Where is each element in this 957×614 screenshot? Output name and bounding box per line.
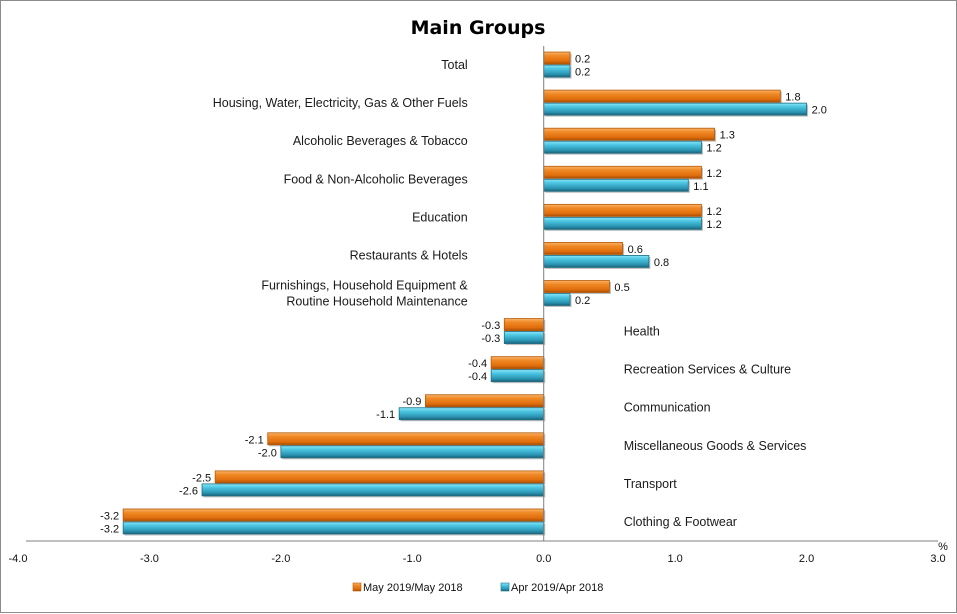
bar-may-2019: [122, 508, 545, 522]
data-label: -2.0: [258, 447, 277, 459]
data-labels: 0.20.21.82.01.31.21.21.11.21.20.60.80.50…: [100, 54, 827, 536]
bar-apr-2019: [543, 216, 702, 230]
data-label: 1.2: [706, 206, 721, 218]
legend: May 2019/May 2018 Apr 2019/Apr 2018: [352, 582, 603, 594]
x-tick-labels: -4.0 -3.0 -2.0 -1.0 0.0 1.0 2.0 3.0: [9, 553, 946, 565]
bar-apr-2019: [280, 445, 545, 459]
data-label: 1.1: [693, 181, 708, 193]
bar-apr-2019: [543, 102, 807, 116]
bar-may-2019: [267, 432, 545, 446]
x-tick-label: 2.0: [799, 553, 814, 565]
legend-label: Apr 2019/Apr 2018: [511, 582, 603, 594]
bar-apr-2019: [543, 178, 689, 192]
category-label: Restaurants & Hotels: [350, 248, 468, 262]
data-label: 1.3: [720, 130, 735, 142]
category-label: Transport: [624, 477, 678, 491]
bar-may-2019: [543, 203, 702, 217]
data-label: 1.2: [706, 143, 721, 155]
data-label: -0.4: [468, 371, 487, 383]
category-label: Total: [441, 58, 467, 72]
bar-apr-2019: [543, 255, 650, 268]
legend-label: May 2019/May 2018: [363, 582, 463, 594]
data-label: -0.4: [468, 358, 487, 370]
category-label: Food & Non-Alcoholic Beverages: [284, 172, 468, 186]
data-label: -0.9: [402, 396, 421, 408]
bar-apr-2019: [543, 140, 702, 154]
bar-may-2019: [543, 165, 702, 179]
bar-apr-2019: [490, 369, 545, 383]
x-axis-unit-label: %: [938, 541, 948, 553]
bar-may-2019: [543, 280, 610, 293]
bar-may-2019: [543, 51, 571, 65]
data-label: -2.6: [179, 485, 198, 497]
chart-title: Main Groups: [411, 17, 546, 39]
data-label: -0.3: [481, 333, 500, 345]
bar-apr-2019: [543, 293, 571, 306]
bar-may-2019: [490, 356, 545, 370]
x-tick-label: -1.0: [403, 553, 422, 565]
data-label: 1.8: [785, 92, 800, 104]
data-label: 1.2: [706, 168, 721, 180]
data-label: -1.1: [376, 409, 395, 421]
data-label: -3.2: [100, 523, 119, 535]
data-label: -2.1: [245, 434, 264, 446]
bar-apr-2019: [543, 64, 571, 78]
category-label: Clothing & Footwear: [624, 515, 737, 529]
bar-may-2019: [543, 89, 781, 103]
data-label: 0.2: [575, 67, 590, 79]
category-label: Education: [412, 210, 468, 224]
bar-may-2019: [425, 394, 545, 408]
legend-swatch: [500, 582, 510, 592]
data-label: -2.5: [192, 472, 211, 484]
category-label: Communication: [624, 401, 711, 415]
bar-may-2019: [543, 242, 623, 255]
bar-may-2019: [214, 470, 545, 484]
x-tick-label: 0.0: [536, 553, 551, 565]
category-label: Housing, Water, Electricity, Gas & Other…: [213, 96, 468, 110]
x-tick-label: 3.0: [930, 553, 945, 565]
data-label: 0.6: [628, 244, 643, 256]
category-label: Recreation Services & Culture: [624, 363, 791, 377]
legend-swatch: [352, 582, 362, 592]
category-label: Miscellaneous Goods & Services: [624, 439, 807, 453]
bar-may-2019: [543, 127, 715, 141]
bar-apr-2019: [503, 331, 545, 344]
category-labels: Total Housing, Water, Electricity, Gas & …: [213, 58, 807, 529]
category-label: Health: [624, 325, 660, 339]
data-label: 0.2: [575, 295, 590, 307]
category-label: Routine Household Maintenance: [286, 295, 467, 309]
bar-may-2019: [503, 318, 545, 331]
data-label: -0.3: [481, 320, 500, 332]
category-label: Alcoholic Beverages & Tobacco: [293, 134, 468, 148]
data-label: -3.2: [100, 510, 119, 522]
category-label: Furnishings, Household Equipment &: [261, 279, 468, 293]
data-label: 1.2: [706, 219, 721, 231]
data-label: 0.2: [575, 54, 590, 66]
data-label: 0.5: [614, 282, 629, 294]
data-label: 2.0: [812, 105, 827, 117]
x-tick-label: -4.0: [9, 553, 28, 565]
bars-group: [122, 51, 809, 536]
bar-apr-2019: [398, 407, 545, 421]
x-tick-label: -3.0: [140, 553, 159, 565]
bar-apr-2019: [201, 483, 545, 497]
data-label: 0.8: [654, 257, 669, 269]
x-tick-label: -2.0: [271, 553, 290, 565]
bar-apr-2019: [122, 521, 545, 535]
x-tick-label: 1.0: [667, 553, 682, 565]
